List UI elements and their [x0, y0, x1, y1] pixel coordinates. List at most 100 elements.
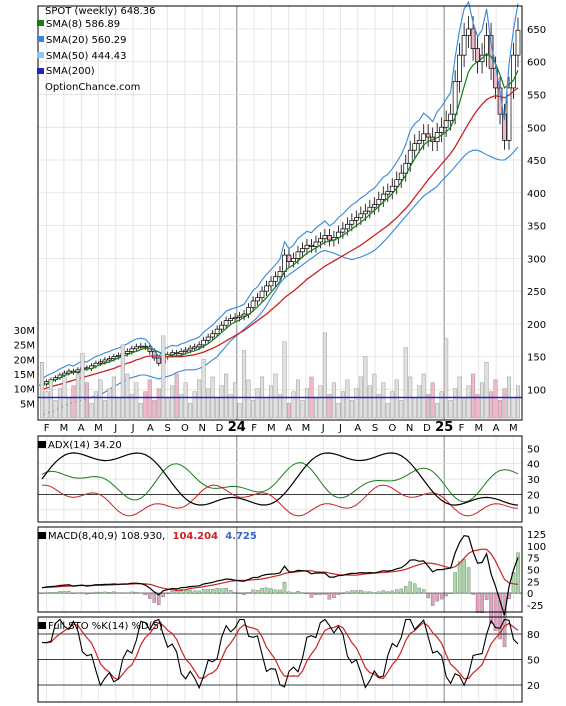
- candle-body-89: [439, 126, 445, 133]
- sma8-line: [41, 53, 519, 387]
- stoch-tick-1: 50: [527, 656, 540, 667]
- candle-body-29: [169, 352, 175, 356]
- macd-tick-6: 125: [527, 530, 546, 541]
- volume-bar-55: [286, 403, 291, 419]
- legend-sma8: SMA(8) 586.89: [46, 19, 120, 30]
- candle-body-64: [327, 235, 332, 241]
- volume-bar-92: [453, 388, 458, 419]
- macd-hist-60: [309, 592, 314, 598]
- adx-label: ADX(14) 34.20: [48, 440, 122, 451]
- macd-tick-4: 75: [527, 554, 540, 565]
- macd-hist-12: [94, 591, 98, 594]
- x-tick-16: J: [321, 423, 325, 434]
- macd-hist-75: [377, 591, 381, 594]
- volume-bar-17: [116, 397, 121, 419]
- volume-bar-98: [480, 382, 485, 419]
- volume-bar-73: [367, 385, 372, 419]
- volume-bar-97: [475, 394, 480, 419]
- macd-hist-84: [417, 587, 421, 594]
- macd-hist-83: [412, 583, 417, 594]
- volume-bar-86: [426, 394, 431, 419]
- volume-bar-4: [57, 388, 62, 419]
- adx-line: [41, 452, 519, 506]
- macd-hist-64: [327, 592, 332, 600]
- macd-hist-29: [170, 590, 174, 594]
- volume-bar-2: [48, 379, 53, 419]
- stoch-legend-mark: [38, 622, 46, 629]
- volume-bar-0: [40, 362, 45, 419]
- volume-bar-18: [120, 344, 125, 419]
- candle-body-80: [398, 172, 404, 181]
- macd-hist-66: [336, 592, 341, 595]
- legend-sma20: SMA(20) 560.29: [46, 35, 127, 46]
- adx-tick-4: 50: [527, 444, 540, 455]
- candle-body-94: [461, 35, 467, 56]
- macd-hist-65: [332, 592, 336, 598]
- macd-hist-63: [323, 592, 327, 595]
- macd-hist-35: [197, 590, 201, 594]
- volume-bar-81: [403, 347, 408, 419]
- price-tick-10: 600: [527, 58, 546, 69]
- macd-hist-2: [49, 592, 53, 594]
- macd-hist-4: [58, 591, 62, 594]
- macd-hist-67: [341, 592, 345, 594]
- volume-bar-51: [269, 385, 274, 419]
- candle-body-21: [133, 346, 139, 350]
- macd-hist-91: [448, 592, 453, 594]
- volume-bar-102: [498, 400, 503, 419]
- macd-hist-54: [282, 581, 287, 594]
- volume-bar-90: [444, 338, 449, 419]
- volume-bar-100: [489, 391, 494, 419]
- volume-bar-72: [363, 356, 368, 419]
- volume-bar-40: [219, 385, 224, 419]
- candle-body-40: [219, 324, 224, 330]
- candle-body-37: [205, 336, 211, 341]
- volume-bar-15: [107, 388, 112, 419]
- candle-body-70: [353, 217, 359, 221]
- volume-bar-36: [201, 359, 206, 419]
- x-tick-14: A: [285, 423, 292, 434]
- x-tick-27: M: [509, 423, 518, 434]
- volume-bar-33: [188, 403, 193, 419]
- volume-bar-63: [322, 332, 327, 419]
- candle-body-5: [62, 372, 67, 376]
- grid: [38, 6, 522, 702]
- legend-swatch-sma200: [37, 68, 44, 74]
- macd-hist-79: [395, 589, 399, 594]
- volume-bar-89: [439, 391, 444, 419]
- macd-hist-97: [475, 592, 480, 613]
- legend-swatch-sma20: [37, 36, 44, 42]
- candle-body-90: [443, 120, 449, 128]
- candle-body-49: [259, 290, 265, 299]
- macd-hist-102: [498, 592, 502, 640]
- volume-bar-59: [304, 388, 309, 419]
- legend-swatch-sma8: [37, 20, 44, 26]
- candle-body-30: [174, 352, 180, 355]
- volume-bar-13: [98, 379, 103, 419]
- macd-hist-19: [125, 592, 130, 594]
- volume-bar-105: [511, 397, 516, 419]
- volume-bar-58: [300, 400, 305, 419]
- volume-bar-32: [183, 382, 188, 419]
- macd-hist-9: [80, 592, 85, 594]
- macd-line: [41, 534, 519, 616]
- macd-hist-14: [103, 591, 107, 594]
- volume-bar-57: [295, 379, 300, 419]
- price-tick-0: 100: [527, 385, 546, 396]
- candle-body-75: [376, 199, 382, 205]
- adx-tick-3: 40: [527, 460, 540, 471]
- macd-tick-3: 50: [527, 566, 540, 577]
- candle-body-14: [102, 359, 108, 363]
- candle-body-95: [466, 28, 471, 36]
- candle-body-59: [304, 244, 310, 249]
- candle-body-23: [142, 345, 148, 348]
- x-tick-2: A: [78, 423, 85, 434]
- x-tick-6: A: [147, 423, 154, 434]
- macd-hist-23: [143, 592, 148, 596]
- macd-value-2: 104.204: [172, 531, 218, 542]
- macd-hist-8: [76, 592, 80, 594]
- macd-hist-1: [44, 592, 49, 594]
- macd-hist-89: [439, 592, 444, 600]
- macd-hist-34: [192, 590, 197, 594]
- volume-bar-35: [197, 379, 202, 419]
